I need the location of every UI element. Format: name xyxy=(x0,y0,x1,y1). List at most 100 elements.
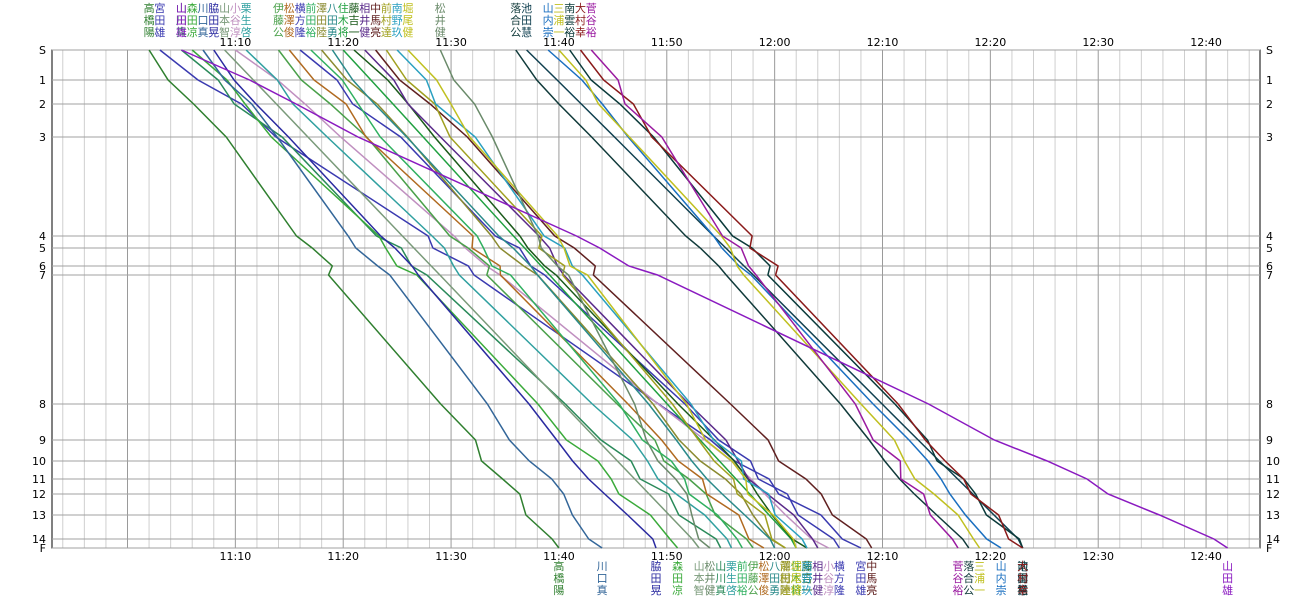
runner-name-bottom: 小谷淳 xyxy=(823,560,834,597)
runner-name-top: 川口真 xyxy=(198,2,209,39)
series-line xyxy=(375,49,873,549)
runner-name-bottom: 松澤俊 xyxy=(758,559,769,597)
time-tick-bottom: 11:50 xyxy=(651,550,683,563)
series-line xyxy=(439,49,711,549)
series-line xyxy=(245,49,733,549)
runner-name-bottom: 高橋陽 xyxy=(553,559,564,597)
runner-name-bottom: 宮田雄 xyxy=(855,559,866,597)
checkpoint-label-right: 12 xyxy=(1266,488,1280,501)
checkpoint-label-right: S xyxy=(1266,44,1273,57)
runner-name-bottom: 前村達 xyxy=(780,559,791,597)
checkpoint-label-right: 9 xyxy=(1266,434,1273,447)
runner-name-top: 横方隆 xyxy=(295,1,306,39)
checkpoint-label-left: F xyxy=(40,542,46,555)
runner-name-top: 伊藤公 xyxy=(273,2,284,39)
runner-name-top: 堀尾健 xyxy=(402,2,413,39)
time-tick-top: 11:40 xyxy=(543,36,575,49)
time-tick-top: 12:00 xyxy=(759,36,791,49)
runner-name-bottom: 伊藤公 xyxy=(748,560,759,597)
series-line xyxy=(148,49,560,549)
series-line xyxy=(234,49,829,549)
series-line xyxy=(515,49,970,549)
checkpoint-label-left: 5 xyxy=(39,242,46,255)
series-line xyxy=(299,49,841,549)
runner-name-bottom: 脇田晃 xyxy=(651,560,662,597)
series-line xyxy=(569,49,1024,549)
runner-name-top: 中馬亮 xyxy=(370,2,381,39)
runner-name-top: 松澤俊 xyxy=(284,1,295,39)
runner-name-bottom: 落合公 xyxy=(963,560,974,597)
checkpoint-label-right: 10 xyxy=(1266,455,1280,468)
series-line xyxy=(558,49,981,549)
runner-name-top: 前村達 xyxy=(381,1,392,39)
runner-name-bottom: 藤吉一 xyxy=(802,560,813,597)
time-tick-top: 12:10 xyxy=(867,36,899,49)
time-tick-top: 12:30 xyxy=(1082,36,1114,49)
series-line xyxy=(331,49,776,549)
runner-name-top: 脇田晃 xyxy=(208,2,219,39)
runner-name-bottom: 住木将 xyxy=(791,559,802,597)
checkpoint-label-left: 1 xyxy=(39,74,46,87)
checkpoint-label-left: 13 xyxy=(32,509,46,522)
runner-name-top: 山田雄 xyxy=(176,2,187,39)
series-line xyxy=(321,49,786,549)
runner-name-bottom: 森田凉 xyxy=(672,559,683,597)
checkpoint-label-left: 9 xyxy=(39,434,46,447)
checkpoint-label-left: 12 xyxy=(32,488,46,501)
runner-name-top: 森田凉 xyxy=(187,1,198,39)
series-line xyxy=(364,49,819,549)
checkpoint-label-right: 5 xyxy=(1266,242,1273,255)
time-tick-bottom: 12:20 xyxy=(975,550,1007,563)
series-line xyxy=(224,49,700,549)
series-line xyxy=(310,49,743,549)
time-tick-top: 12:20 xyxy=(975,36,1007,49)
runner-name-top: 山川真 xyxy=(176,2,187,39)
time-tick-top: 11:10 xyxy=(220,36,252,49)
runner-name-top: 藤吉一 xyxy=(349,2,360,39)
series-line xyxy=(288,49,765,549)
series-line xyxy=(202,49,603,549)
runner-name-bottom: 松井健 xyxy=(704,559,715,597)
runner-name-bottom: 大村幸 xyxy=(1017,559,1028,597)
runner-name-top: 落合公 xyxy=(510,2,521,39)
plot-frame xyxy=(51,49,1261,549)
checkpoint-label-right: 2 xyxy=(1266,98,1273,111)
checkpoint-label-right: 7 xyxy=(1266,269,1273,282)
series-lines xyxy=(148,49,1229,549)
checkpoint-label-right: 6 xyxy=(1266,260,1273,273)
runner-name-bottom: 山川真 xyxy=(715,560,726,597)
series-line xyxy=(547,49,1002,549)
runner-name-bottom: 山田雄 xyxy=(1222,560,1233,597)
runner-name-bottom: 栗生啓 xyxy=(726,560,737,597)
runner-name-bottom: 横方隆 xyxy=(834,559,845,597)
runner-name-top: 相井健 xyxy=(359,2,370,39)
runner-name-bottom: 山本智 xyxy=(694,560,705,597)
runner-name-bottom: 八田勇 xyxy=(769,560,780,597)
runner-name-top: 松井健 xyxy=(435,1,446,39)
runner-name-top: 三浦一 xyxy=(553,2,564,39)
checkpoint-label-right: 3 xyxy=(1266,131,1273,144)
series-line xyxy=(213,49,657,549)
series-line xyxy=(385,49,786,549)
series-line xyxy=(181,49,1229,549)
checkpoint-label-right: 14 xyxy=(1266,533,1280,546)
series-line xyxy=(407,49,797,549)
checkpoint-label-right: 13 xyxy=(1266,509,1280,522)
checkpoint-label-left: 7 xyxy=(39,269,46,282)
runner-name-top: 八田勇 xyxy=(327,2,338,39)
checkpoint-label-left: 3 xyxy=(39,131,46,144)
time-tick-bottom: 11:40 xyxy=(543,550,575,563)
runner-name-top: 池田慧 xyxy=(521,2,532,39)
runner-name-top: 住木将 xyxy=(338,1,349,39)
checkpoint-label-left: S xyxy=(39,44,46,57)
runner-name-top: 南雲裕 xyxy=(564,2,575,39)
time-tick-top: 11:20 xyxy=(327,36,359,49)
runner-name-top: 南野玖 xyxy=(392,2,403,39)
time-tick-bottom: 12:00 xyxy=(759,550,791,563)
runner-name-top: 小谷淳 xyxy=(230,2,241,39)
runner-name-bottom: 南雲裕 xyxy=(1017,560,1028,597)
runner-name-bottom: 堀尾健 xyxy=(791,560,802,597)
runner-name-top: 前田裕 xyxy=(305,1,316,39)
